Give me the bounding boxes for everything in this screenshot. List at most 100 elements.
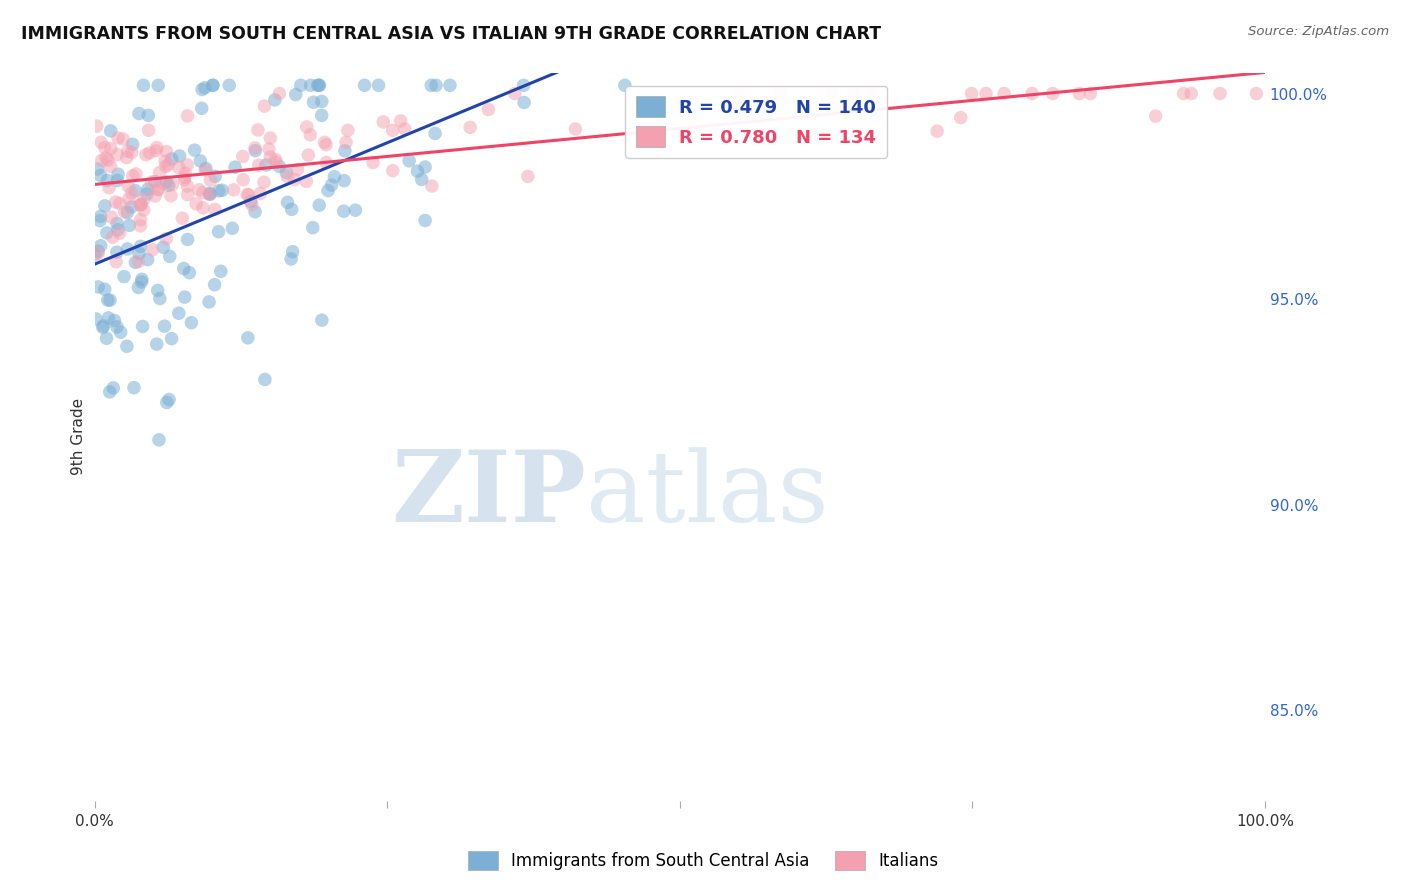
Point	[259, 150, 281, 164]
Point	[118, 192, 141, 206]
Point	[820, 87, 842, 101]
Point	[173, 170, 195, 185]
Point	[503, 87, 526, 101]
Point	[190, 101, 212, 115]
Point	[176, 187, 198, 202]
Point	[218, 78, 240, 93]
Point	[145, 337, 167, 351]
Point	[101, 230, 124, 244]
Point	[269, 87, 291, 101]
Point	[201, 78, 224, 93]
Point	[155, 145, 177, 159]
Point	[121, 186, 143, 200]
Point	[145, 144, 167, 158]
Point	[253, 99, 276, 113]
Point	[129, 197, 152, 211]
Point	[97, 310, 120, 325]
Point	[90, 210, 112, 224]
Point	[420, 78, 443, 93]
Point	[125, 167, 148, 181]
Point	[129, 198, 152, 212]
Point	[87, 280, 110, 294]
Point	[253, 175, 276, 189]
Point	[156, 395, 179, 409]
Point	[149, 292, 172, 306]
Point	[148, 433, 170, 447]
Point	[211, 183, 233, 197]
Point	[112, 269, 135, 284]
Point	[204, 277, 226, 292]
Point	[117, 242, 139, 256]
Point	[381, 163, 404, 178]
Point	[290, 78, 312, 93]
Point	[107, 223, 129, 237]
Point	[295, 174, 318, 188]
Point	[90, 169, 112, 183]
Text: atlas: atlas	[586, 447, 830, 543]
Point	[136, 182, 159, 196]
Point	[295, 120, 318, 134]
Point	[157, 178, 180, 193]
Point	[176, 179, 198, 194]
Point	[143, 189, 166, 203]
Point	[173, 261, 195, 276]
Point	[107, 167, 129, 181]
Point	[153, 154, 176, 169]
Point	[97, 293, 120, 307]
Point	[301, 220, 323, 235]
Point	[194, 80, 217, 95]
Point	[180, 316, 202, 330]
Point	[513, 95, 536, 110]
Point	[157, 392, 180, 407]
Point	[311, 108, 333, 122]
Point	[191, 201, 214, 215]
Point	[1209, 87, 1232, 101]
Text: IMMIGRANTS FROM SOUTH CENTRAL ASIA VS ITALIAN 9TH GRADE CORRELATION CHART: IMMIGRANTS FROM SOUTH CENTRAL ASIA VS IT…	[21, 25, 882, 43]
Point	[183, 143, 205, 157]
Point	[167, 306, 190, 320]
Point	[257, 142, 280, 156]
Point	[179, 266, 201, 280]
Point	[842, 87, 865, 101]
Point	[323, 169, 346, 184]
Point	[172, 211, 194, 226]
Point	[90, 135, 112, 149]
Point	[103, 381, 125, 395]
Point	[232, 149, 254, 163]
Point	[344, 203, 367, 218]
Point	[860, 87, 883, 101]
Point	[281, 244, 304, 259]
Point	[198, 187, 221, 202]
Point	[236, 187, 259, 202]
Point	[613, 78, 636, 93]
Point	[276, 165, 298, 179]
Point	[477, 103, 499, 117]
Point	[1069, 87, 1091, 101]
Point	[120, 200, 142, 214]
Point	[198, 187, 221, 202]
Point	[146, 284, 169, 298]
Point	[194, 163, 217, 178]
Point	[146, 182, 169, 196]
Point	[287, 162, 309, 177]
Point	[121, 145, 143, 160]
Point	[439, 78, 461, 93]
Point	[389, 113, 412, 128]
Point	[224, 160, 246, 174]
Point	[127, 280, 149, 294]
Point	[512, 78, 534, 93]
Point	[413, 160, 436, 174]
Point	[86, 119, 108, 133]
Point	[204, 202, 226, 217]
Point	[160, 188, 183, 202]
Point	[152, 240, 174, 254]
Point	[221, 221, 243, 235]
Point	[245, 144, 267, 158]
Point	[949, 111, 972, 125]
Point	[398, 153, 420, 168]
Point	[280, 202, 302, 217]
Point	[112, 132, 135, 146]
Point	[93, 140, 115, 154]
Point	[148, 165, 170, 179]
Point	[122, 381, 145, 395]
